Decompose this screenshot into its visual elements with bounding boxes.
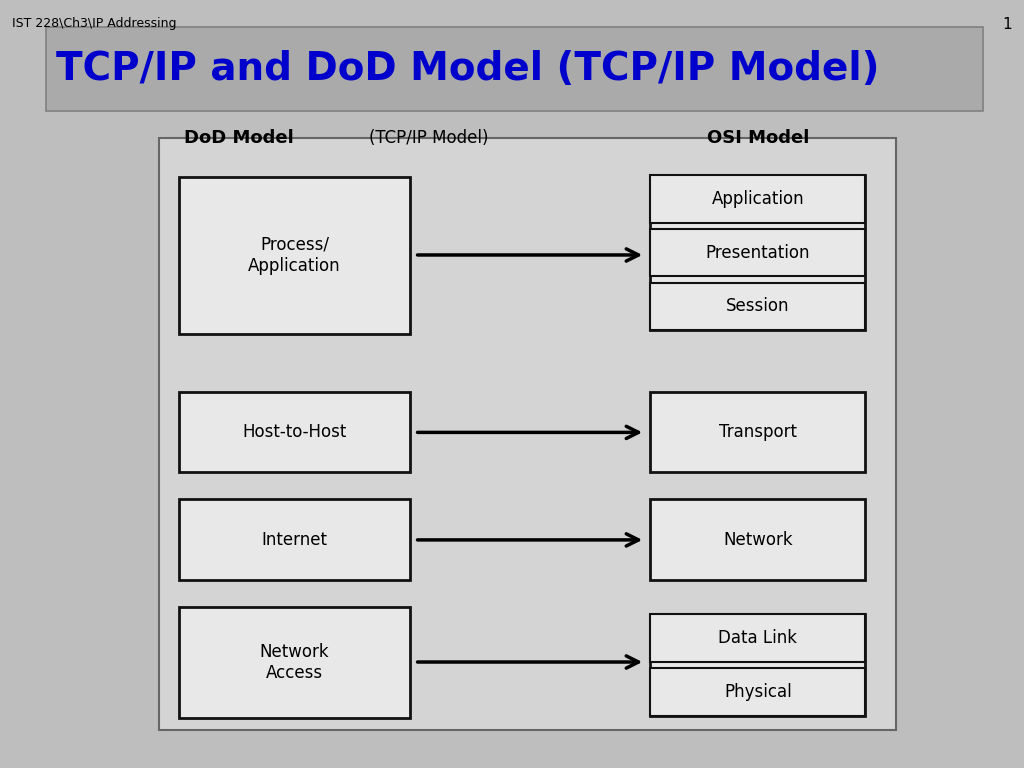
Text: Internet: Internet	[261, 531, 328, 548]
Bar	[179, 392, 410, 472]
Bar	[159, 138, 896, 730]
Text: Process/
Application: Process/ Application	[248, 236, 341, 275]
Text: 1: 1	[1002, 17, 1012, 32]
Bar	[179, 607, 410, 718]
Text: IST 228\Ch3\IP Addressing: IST 228\Ch3\IP Addressing	[12, 17, 177, 30]
Text: Presentation: Presentation	[706, 243, 810, 262]
Bar	[650, 392, 865, 472]
Bar	[650, 499, 865, 580]
Bar	[650, 229, 865, 276]
Text: Network: Network	[723, 531, 793, 548]
Bar	[650, 175, 865, 223]
Bar	[179, 499, 410, 580]
Text: Session: Session	[726, 297, 790, 316]
Text: DoD Model: DoD Model	[184, 129, 294, 147]
Bar	[650, 614, 865, 662]
Bar	[650, 283, 865, 330]
Text: Application: Application	[712, 190, 804, 208]
Text: OSI Model: OSI Model	[707, 129, 809, 147]
Bar	[179, 177, 410, 334]
Text: Transport: Transport	[719, 423, 797, 441]
Text: Host-to-Host: Host-to-Host	[243, 423, 346, 441]
Text: (TCP/IP Model): (TCP/IP Model)	[369, 129, 488, 147]
Text: Network
Access: Network Access	[260, 643, 329, 682]
Text: TCP/IP and DoD Model (TCP/IP Model): TCP/IP and DoD Model (TCP/IP Model)	[56, 50, 880, 88]
Bar	[650, 614, 865, 716]
Bar	[650, 668, 865, 716]
Bar	[650, 175, 865, 330]
Bar	[46, 27, 983, 111]
Text: Data Link: Data Link	[718, 629, 798, 647]
Text: Physical: Physical	[724, 683, 792, 701]
